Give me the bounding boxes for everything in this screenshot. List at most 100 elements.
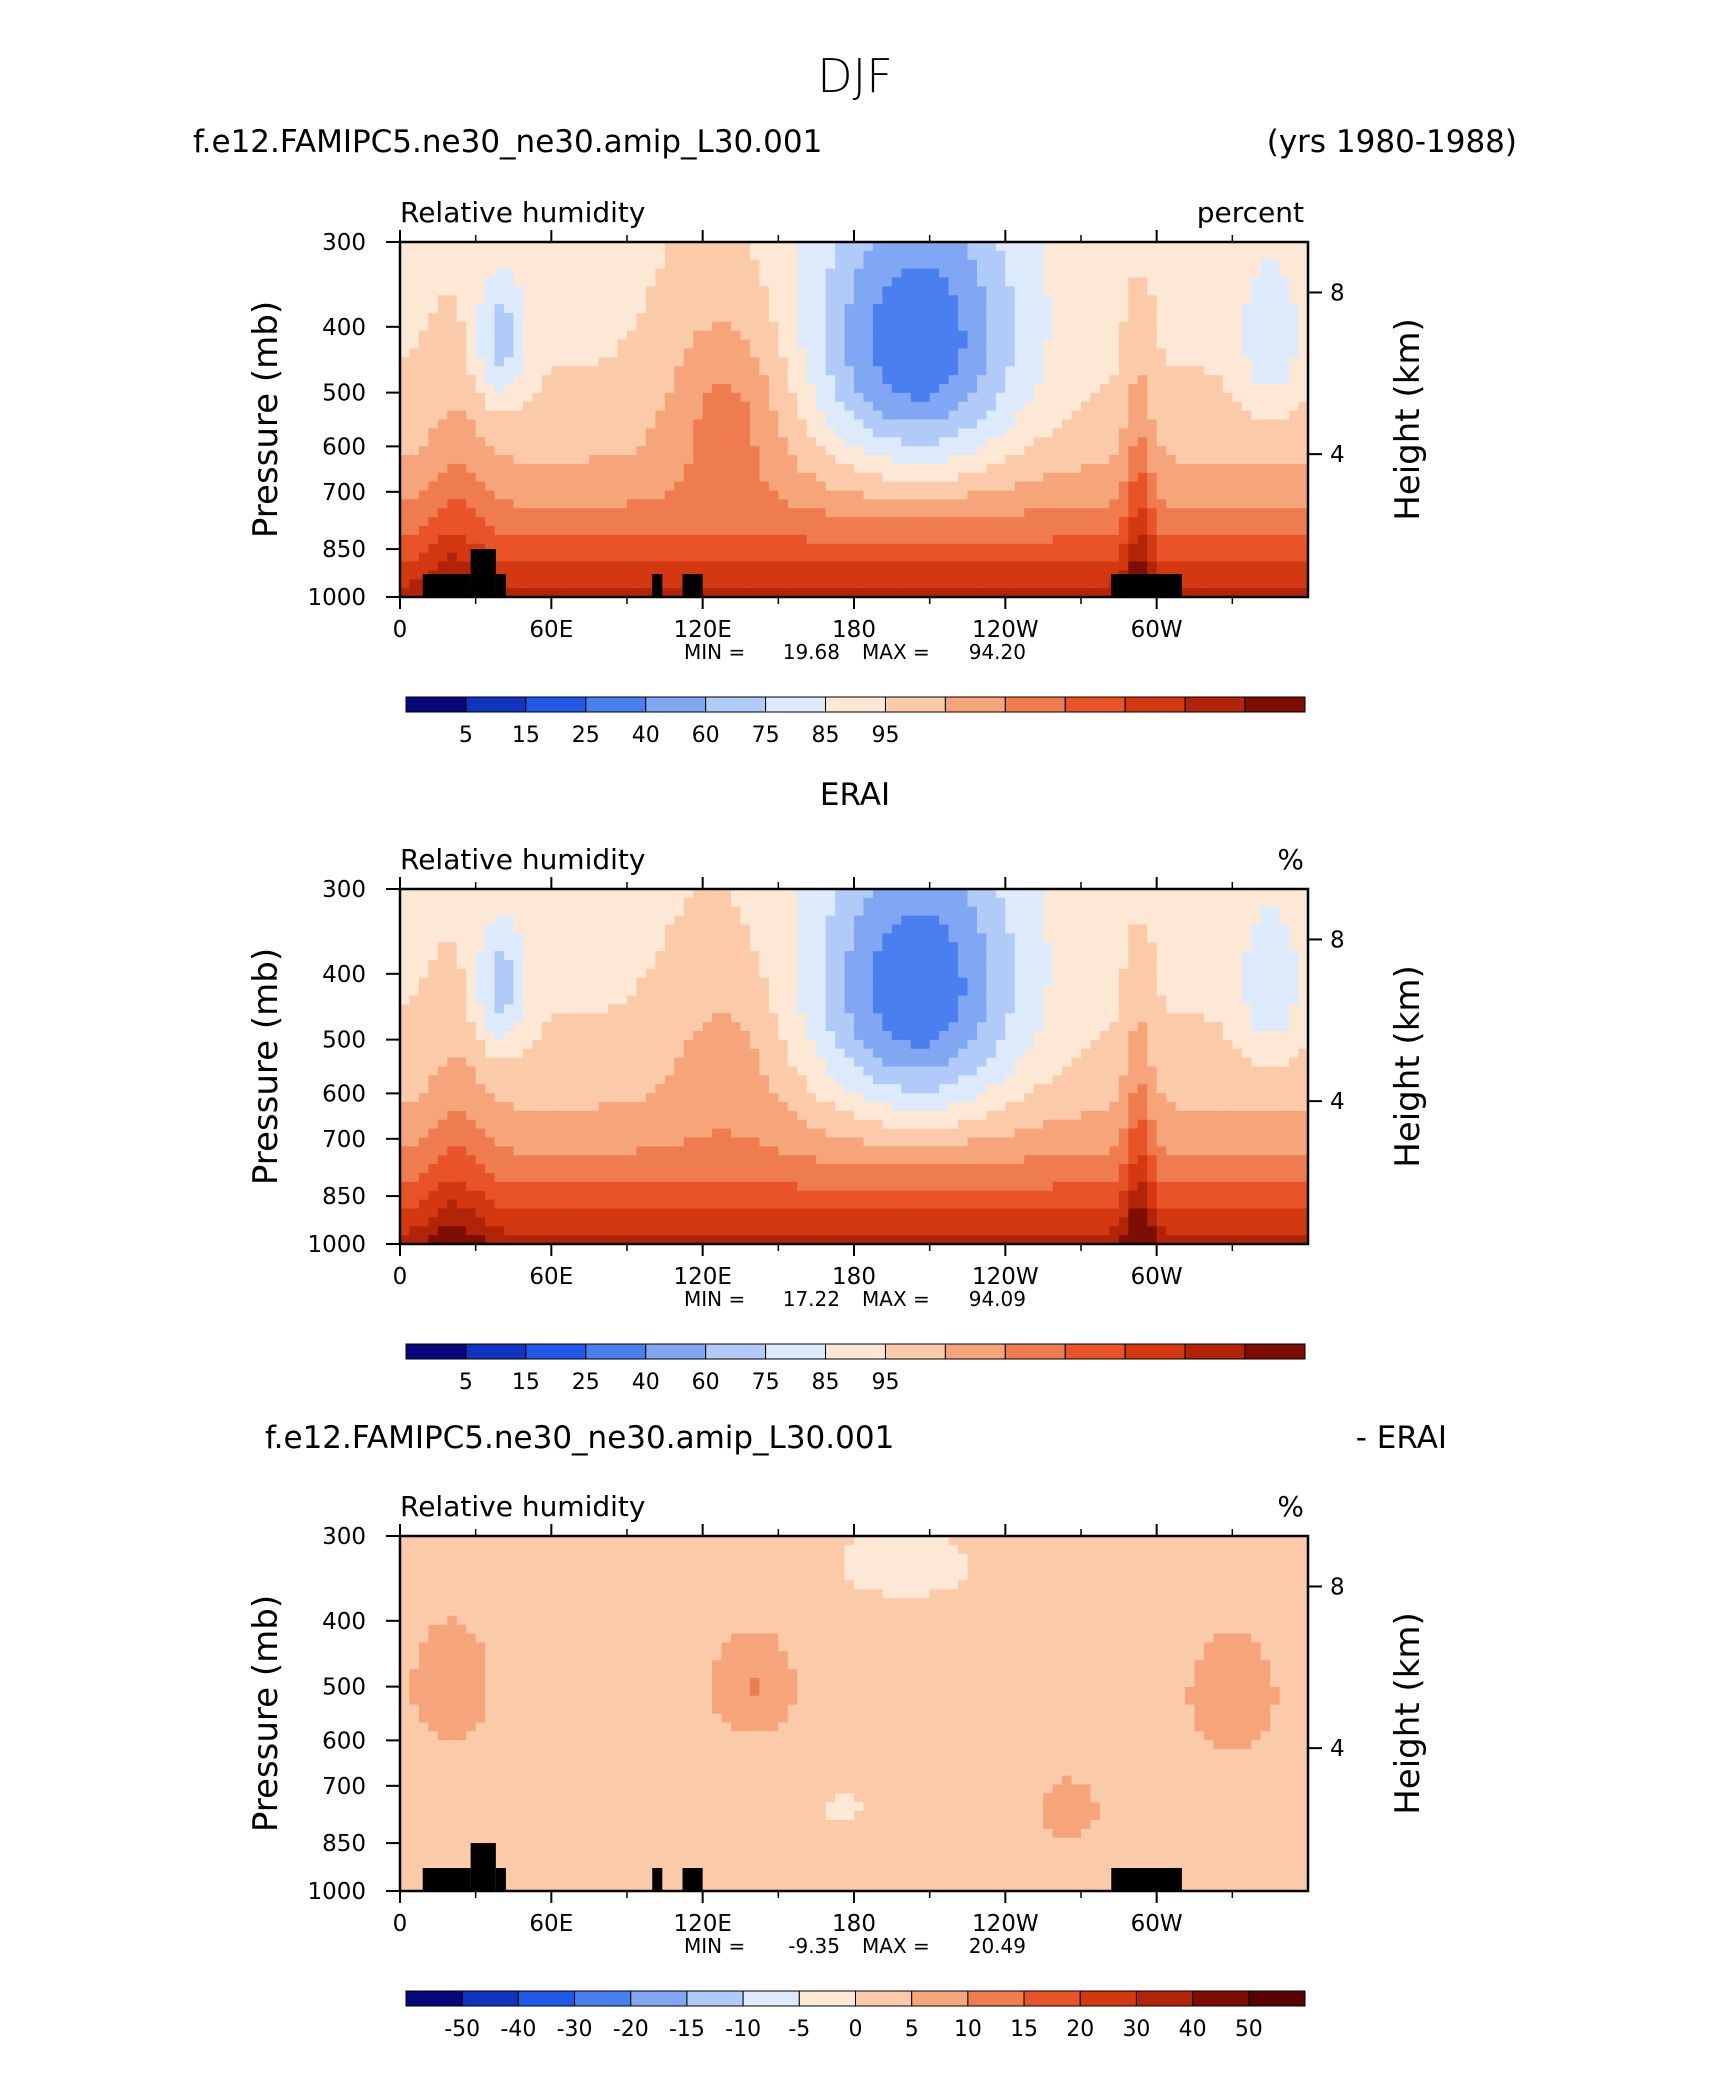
heatmap-cell (712, 490, 723, 500)
heatmap-cell (645, 889, 656, 899)
heatmap-cell (1279, 588, 1290, 598)
heatmap-cell (664, 242, 675, 252)
heatmap-cell (1289, 259, 1300, 270)
heatmap-cell (910, 348, 921, 358)
heatmap-cell (1203, 295, 1215, 305)
heatmap-cell (617, 1199, 628, 1210)
heatmap-cell (749, 419, 761, 429)
heatmap-cell (1241, 570, 1252, 580)
heatmap-cell (466, 499, 477, 509)
heatmap-cell (1270, 437, 1281, 447)
heatmap-cell (522, 579, 534, 589)
heatmap-cell (598, 561, 609, 571)
heatmap-cell (967, 375, 978, 385)
heatmap-cell (797, 304, 808, 314)
heatmap-cell (409, 534, 420, 545)
heatmap-cell (759, 526, 770, 536)
heatmap-cell (1033, 339, 1044, 350)
heatmap-cell (428, 1128, 439, 1139)
heatmap-cell (768, 295, 779, 305)
heatmap-cell (1222, 534, 1233, 545)
heatmap-cell (437, 410, 448, 421)
heatmap-cell (418, 250, 429, 261)
heatmap-cell (1260, 455, 1271, 465)
heatmap-cell (636, 1190, 647, 1201)
heatmap-cell (532, 579, 543, 589)
heatmap-cell (418, 1110, 429, 1121)
heatmap-cell (1185, 481, 1196, 492)
heatmap-cell (693, 268, 704, 279)
heatmap-cell (485, 366, 496, 376)
heatmap-cell (579, 889, 590, 899)
heatmap-cell (816, 428, 827, 438)
heatmap-cell (1147, 295, 1158, 305)
heatmap-cell (541, 1146, 552, 1156)
heatmap-cell (608, 277, 619, 287)
heatmap-cell (627, 508, 638, 518)
heatmap-cell (1118, 392, 1129, 403)
heatmap-cell (1052, 534, 1063, 545)
heatmap-cell (995, 348, 1006, 358)
heatmap-cell (958, 375, 969, 385)
heatmap-cell (608, 366, 619, 376)
heatmap-cell (570, 472, 581, 483)
heatmap-cell (494, 995, 505, 1005)
heatmap-cell (418, 419, 429, 429)
heatmap-cell (532, 339, 543, 350)
heatmap-cell (910, 534, 921, 545)
heatmap-cell (958, 339, 969, 350)
heatmap-cell (835, 277, 846, 287)
heatmap-cell (447, 286, 458, 296)
heatmap-cell (570, 446, 581, 456)
heatmap-cell (683, 552, 694, 563)
heatmap-cell (400, 588, 411, 598)
heatmap-cell (1298, 455, 1309, 465)
heatmap-cell (636, 995, 647, 1005)
heatmap-cell (1099, 304, 1110, 314)
heatmap-cell (712, 375, 723, 385)
heatmap-cell (636, 968, 647, 979)
heatmap-cell (768, 446, 779, 456)
heatmap-cell (995, 517, 1006, 527)
heatmap-cell (749, 250, 761, 261)
heatmap-cell (768, 570, 779, 580)
heatmap-cell (447, 561, 458, 571)
heatmap-cell (1014, 517, 1025, 527)
heatmap-cell (579, 1031, 590, 1041)
heatmap-cell (664, 508, 675, 518)
heatmap-cell (608, 1022, 619, 1032)
heatmap-cell (1005, 543, 1016, 554)
heatmap-cell (816, 534, 827, 545)
heatmap-cell (920, 517, 931, 527)
heatmap-cell (1137, 375, 1148, 385)
heatmap-cell (437, 313, 448, 323)
heatmap-cell (778, 455, 789, 465)
heatmap-cell (579, 1173, 590, 1183)
heatmap-cell (551, 942, 562, 952)
heatmap-cell (1147, 259, 1158, 270)
heatmap-cell (910, 517, 921, 527)
heatmap-cell (409, 508, 420, 518)
heatmap-cell (1137, 304, 1148, 314)
heatmap-cell (835, 437, 846, 447)
heatmap-cell (1052, 259, 1063, 270)
heatmap-cell (1241, 552, 1252, 563)
heatmap-cell (1298, 526, 1309, 536)
heatmap-cell (825, 330, 836, 341)
heatmap-cell (693, 357, 704, 367)
heatmap-cell (608, 330, 619, 341)
heatmap-cell (608, 1235, 619, 1245)
heatmap-cell (570, 242, 581, 252)
heatmap-cell (816, 588, 827, 598)
heatmap-cell (645, 366, 656, 376)
heatmap-cell (806, 313, 817, 323)
heatmap-cell (466, 357, 477, 367)
heatmap-cell (920, 570, 931, 580)
heatmap-cell (522, 1146, 534, 1156)
heatmap-cell (1194, 286, 1205, 296)
heatmap-cell (560, 313, 571, 323)
heatmap-cell (1289, 304, 1300, 314)
heatmap-cell (1052, 588, 1063, 598)
heatmap-cell (1166, 508, 1177, 518)
